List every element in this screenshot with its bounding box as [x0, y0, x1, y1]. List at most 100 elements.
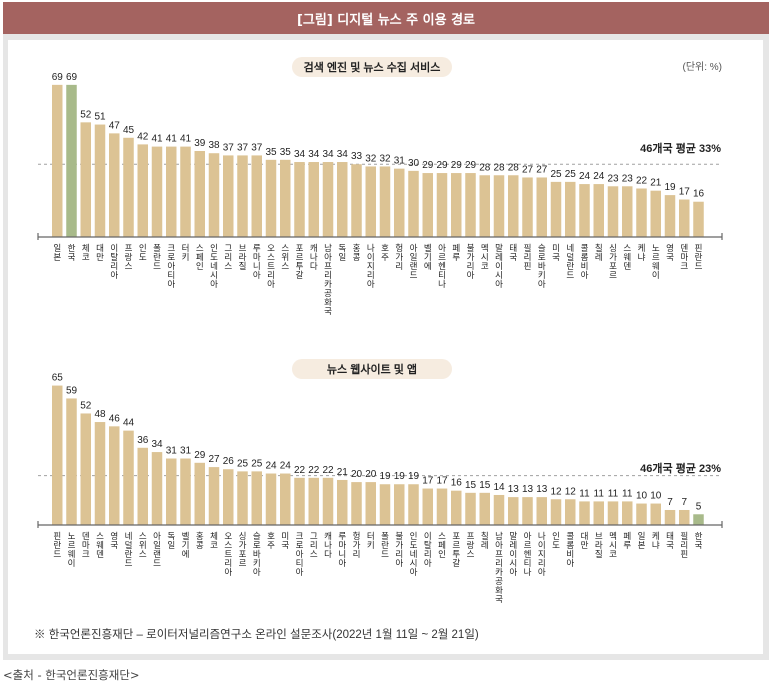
value-label: 33 [351, 151, 363, 162]
value-label: 26 [223, 456, 235, 467]
value-label: 59 [66, 385, 78, 396]
value-label: 15 [479, 480, 491, 491]
bar [493, 175, 505, 237]
bar [636, 503, 647, 525]
value-label: 29 [422, 160, 434, 171]
value-label: 42 [137, 131, 149, 142]
bar [679, 199, 690, 237]
value-label: 29 [194, 450, 206, 461]
bar [123, 137, 134, 237]
bar [365, 166, 376, 237]
value-label: 39 [194, 138, 206, 149]
value-label: 25 [550, 169, 562, 180]
bar [422, 488, 433, 525]
bar [465, 173, 476, 237]
value-label: 23 [607, 173, 619, 184]
bar [109, 133, 120, 237]
value-label: 16 [693, 189, 705, 200]
value-label: 20 [351, 469, 363, 480]
bar [622, 186, 633, 237]
value-label: 7 [681, 497, 687, 508]
value-label: 17 [436, 476, 448, 487]
bar [137, 144, 148, 237]
bar [251, 155, 262, 237]
value-label: 28 [479, 162, 491, 173]
bar [664, 195, 676, 237]
bar [550, 499, 562, 525]
value-label: 29 [436, 160, 448, 171]
value-label: 12 [550, 486, 562, 497]
value-label: 13 [508, 484, 520, 495]
value-label: 21 [337, 467, 349, 478]
bar [52, 84, 63, 237]
value-label: 13 [536, 484, 548, 495]
value-label: 24 [280, 461, 292, 472]
value-label: 41 [151, 134, 163, 145]
value-label: 44 [123, 418, 135, 429]
value-label: 13 [522, 484, 534, 495]
value-label: 16 [451, 478, 463, 489]
chart-title: 뉴스 웹사이트 및 앱 [327, 362, 417, 376]
bar [166, 146, 177, 237]
bar [194, 462, 205, 525]
bar [479, 175, 490, 237]
bar [251, 471, 262, 525]
bar [94, 124, 106, 237]
bar [408, 484, 419, 525]
value-label: 37 [223, 142, 235, 153]
value-label: 24 [593, 171, 605, 182]
bar [166, 458, 177, 525]
value-label: 15 [465, 480, 477, 491]
value-label: 28 [493, 162, 505, 173]
value-label: 24 [579, 171, 591, 182]
value-label: 27 [536, 164, 548, 175]
bar [579, 501, 590, 525]
bar [451, 490, 462, 525]
value-label: 11 [594, 488, 605, 499]
bar [151, 146, 163, 237]
bar [365, 482, 376, 525]
value-label: 25 [251, 458, 263, 469]
bar [394, 168, 405, 237]
bar [451, 173, 462, 237]
value-label: 37 [237, 142, 249, 153]
bar [66, 84, 77, 237]
figure-title: [그림] 디지털 뉴스 주 이용 경로 [3, 2, 769, 34]
bar [408, 170, 419, 237]
value-label: 11 [579, 488, 590, 499]
bar [265, 473, 277, 525]
bar [208, 467, 220, 525]
bar [208, 153, 220, 237]
